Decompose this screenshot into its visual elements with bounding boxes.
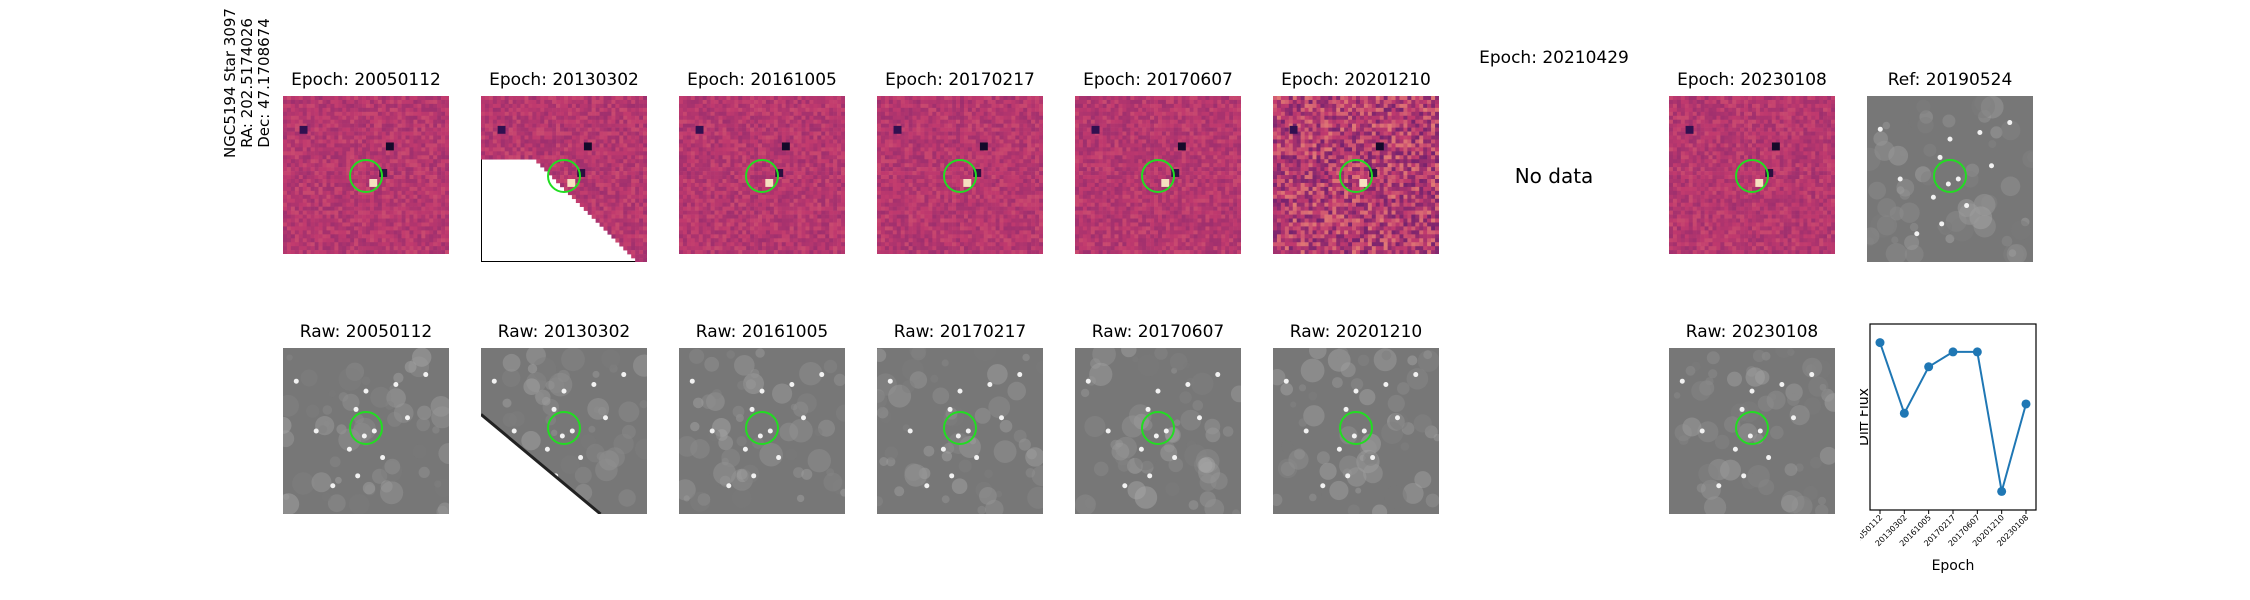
- difference-image: [1273, 96, 1439, 262]
- raw-panel-title: Raw: 20161005: [695, 322, 829, 342]
- difference-image: [1669, 96, 1835, 262]
- reference-image: [1867, 96, 2033, 262]
- raw-image: [1273, 348, 1439, 514]
- diff-panel-title: Epoch: 20170607: [1083, 70, 1233, 90]
- target-circle: [1735, 159, 1769, 193]
- x-axis-label: Epoch: [1932, 558, 1975, 574]
- diff-panel-title: Epoch: 20050112: [291, 70, 441, 90]
- target-circle: [1141, 159, 1175, 193]
- difference-image: [877, 96, 1043, 262]
- raw-panel-title: Raw: 20230108: [1685, 322, 1819, 342]
- difference-image: [679, 96, 845, 262]
- difference-image: [283, 96, 449, 262]
- raw-image: [1669, 348, 1835, 514]
- data-point: [2021, 399, 2031, 409]
- target-circle: [745, 159, 779, 193]
- target-circle: [547, 411, 581, 445]
- target-circle: [547, 159, 581, 193]
- target-circle: [1735, 411, 1769, 445]
- diff-panel-title: Epoch: 20161005: [687, 70, 837, 90]
- data-point: [1948, 347, 1958, 357]
- target-circle: [1141, 411, 1175, 445]
- raw-image: [283, 348, 449, 514]
- raw-panel-title: Raw: 20170217: [893, 322, 1027, 342]
- difference-image: [1075, 96, 1241, 262]
- ref-panel-title: Ref: 20190524: [1887, 70, 2013, 90]
- data-point: [1972, 347, 1982, 357]
- diff-panel-title: Epoch: 20170217: [885, 70, 1035, 90]
- target-circle: [745, 411, 779, 445]
- raw-image: [877, 348, 1043, 514]
- diff-panel-title: Epoch: 20130302: [489, 70, 639, 90]
- light-curve-chart: 2005011220130302201610052017021720170607…: [1860, 323, 2037, 574]
- target-circle: [349, 159, 383, 193]
- target-circle: [1933, 159, 1967, 193]
- target-circle: [943, 159, 977, 193]
- data-point: [1875, 338, 1885, 348]
- target-circle: [943, 411, 977, 445]
- target-circle: [1339, 159, 1373, 193]
- raw-image: [481, 348, 647, 514]
- no-data-label: No data: [1514, 164, 1594, 188]
- raw-panel-title: Raw: 20050112: [299, 322, 433, 342]
- target-circle: [1339, 411, 1373, 445]
- target-circle: [349, 411, 383, 445]
- raw-panel-title: Raw: 20130302: [497, 322, 631, 342]
- diff-panel-title: Epoch: 20210429: [1479, 48, 1629, 68]
- raw-image: [1075, 348, 1241, 514]
- data-point: [1924, 362, 1934, 372]
- raw-panel-title: Raw: 20201210: [1289, 322, 1423, 342]
- difference-image: [481, 96, 647, 262]
- y-axis-label: Diff Flux: [1860, 388, 1872, 446]
- diff-panel-title: Epoch: 20230108: [1677, 70, 1827, 90]
- data-point: [1997, 486, 2007, 496]
- raw-panel-title: Raw: 20170607: [1091, 322, 1225, 342]
- raw-image: [679, 348, 845, 514]
- data-point: [1899, 408, 1909, 418]
- diff-panel-title: Epoch: 20201210: [1281, 70, 1431, 90]
